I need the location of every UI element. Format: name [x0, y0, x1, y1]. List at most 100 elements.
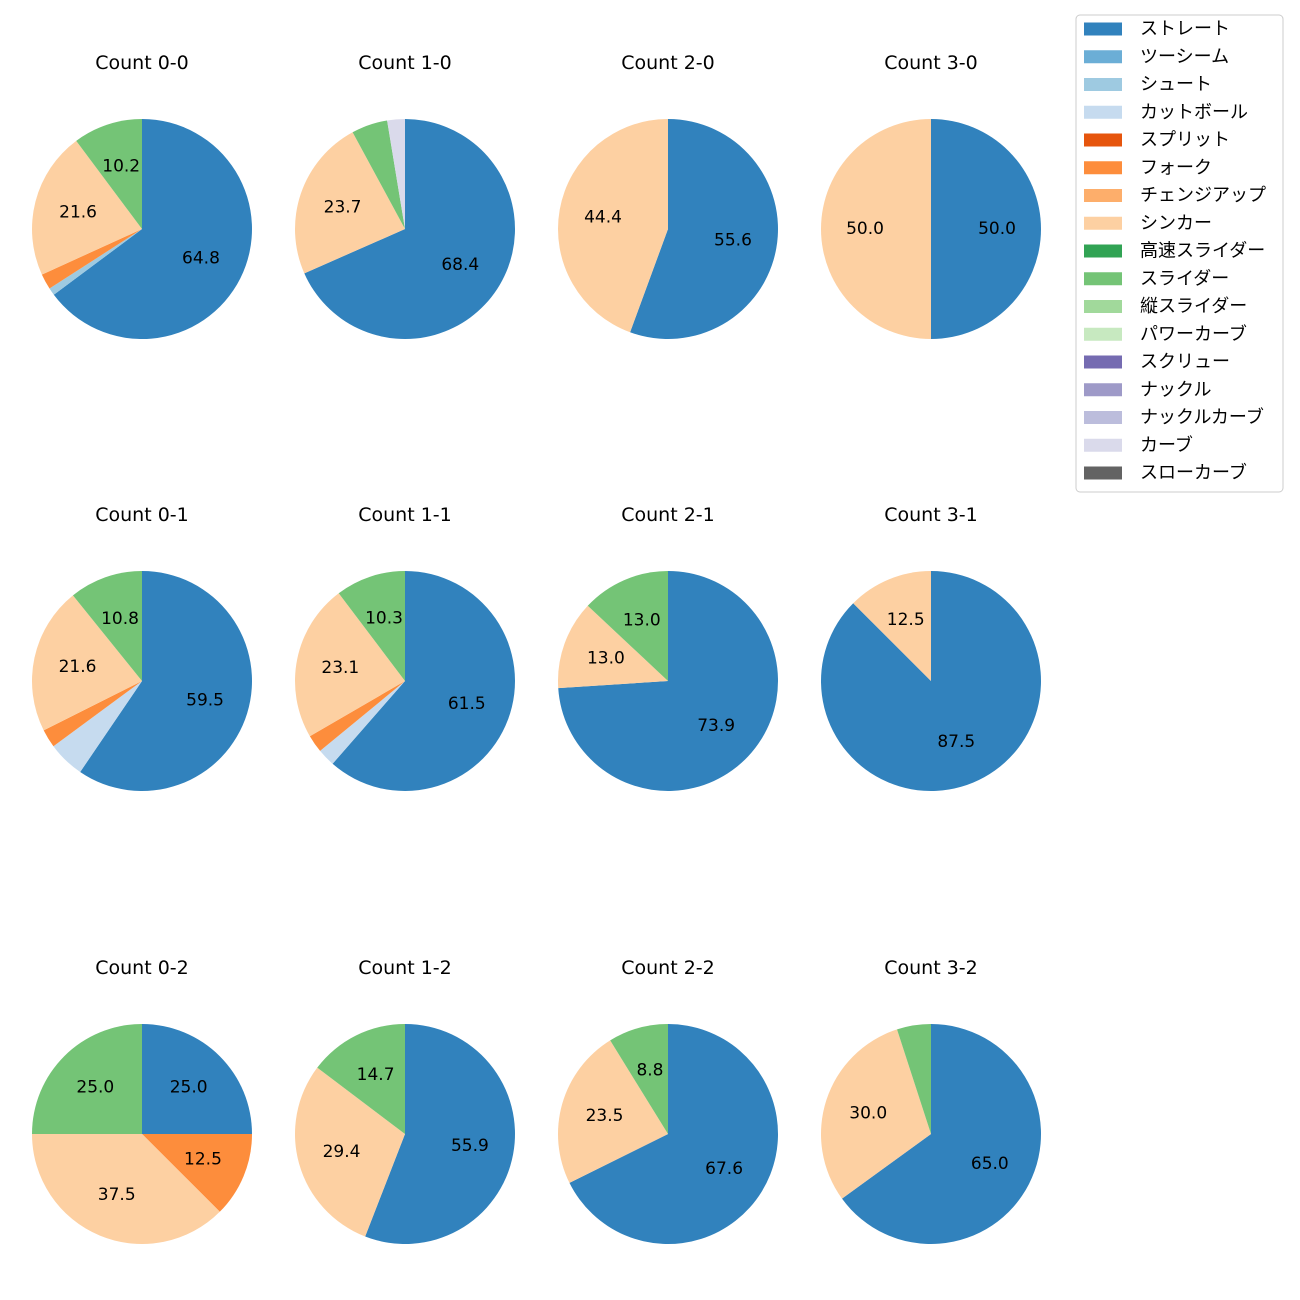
- legend-label: チェンジアップ: [1140, 185, 1266, 206]
- pie-11: Count 2-2 67.6 23.5 8.8: [558, 957, 779, 1244]
- pie-slice-label: 50.0: [846, 219, 884, 239]
- pie-slice: [32, 1024, 142, 1134]
- pie-title: Count 2-2: [621, 957, 715, 979]
- legend-label: 高速スライダー: [1140, 241, 1265, 262]
- pie-slice: [43, 681, 142, 747]
- legend-label: スライダー: [1140, 268, 1229, 289]
- pie-slice: [295, 1067, 405, 1237]
- pie-slice: [41, 229, 142, 289]
- pie-4: Count 3-0 50.0 50.0: [821, 52, 1041, 339]
- legend-swatch: [1084, 438, 1122, 452]
- legend-label: シュート: [1140, 74, 1212, 95]
- legend-item: カットボール: [1084, 102, 1248, 123]
- pie-slice-label: 10.8: [101, 609, 139, 629]
- legend-label: ツーシーム: [1140, 46, 1229, 67]
- legend-label: パワーカーブ: [1140, 323, 1247, 345]
- legend-item: スローカーブ: [1084, 462, 1247, 484]
- pie-slice-label: 13.0: [623, 610, 661, 630]
- pie-3: Count 2-0 55.6 44.4: [557, 52, 778, 339]
- pie-slice-label: 13.0: [587, 649, 625, 669]
- pie-slice-label: 50.0: [978, 219, 1016, 239]
- legend-item: フォーク: [1084, 157, 1212, 178]
- pie-slice-label: 73.9: [697, 716, 735, 736]
- pie-title: Count 0-0: [95, 52, 189, 74]
- pie-slice: [365, 1024, 515, 1245]
- pie-slice: [304, 119, 515, 339]
- pie-slice-label: 10.3: [365, 608, 403, 628]
- pie-10: Count 1-2 55.9 29.4 14.7: [295, 957, 515, 1245]
- pie-slice: [931, 119, 1041, 339]
- legend-swatch: [1084, 355, 1122, 369]
- pie-slice: [76, 118, 142, 229]
- pie-slice: [142, 1134, 253, 1212]
- pie-slice: [294, 132, 405, 274]
- pie-slice: [72, 571, 142, 681]
- legend-item: スプリット: [1084, 130, 1230, 151]
- pie-7: Count 2-1 73.9 13.0 13.0: [558, 504, 779, 791]
- pie-2: Count 1-0 68.4 23.7: [294, 52, 515, 339]
- pie-slice: [853, 571, 931, 681]
- legend-swatch: [1084, 244, 1122, 258]
- pie-1: Count 0-0 64.8 21.6 10.2: [31, 52, 253, 339]
- legend-item: シンカー: [1084, 213, 1212, 234]
- pie-title: Count 0-2: [95, 957, 189, 979]
- legend-swatch: [1084, 216, 1122, 230]
- pie-slice-label: 21.6: [59, 657, 97, 677]
- legend-label: ナックル: [1140, 379, 1211, 400]
- pie-slice-label: 55.6: [714, 231, 752, 251]
- pie-slice-label: 10.2: [102, 156, 140, 176]
- legend: ストレートツーシームシュートカットボールスプリットフォークチェンジアップシンカー…: [1075, 14, 1284, 493]
- legend-item: ツーシーム: [1084, 46, 1229, 67]
- legend-swatch: [1084, 383, 1122, 397]
- legend-label: スプリット: [1140, 130, 1230, 151]
- pie-slice: [557, 119, 668, 333]
- pie-slice-label: 67.6: [705, 1159, 743, 1179]
- pie-slice: [821, 119, 931, 339]
- pie-slice: [897, 1024, 931, 1134]
- pie-slice: [587, 571, 668, 681]
- pie-slice: [32, 1134, 220, 1245]
- legend-item: ナックルカーブ: [1084, 406, 1264, 428]
- legend-swatch: [1084, 50, 1122, 64]
- pie-12: Count 3-2 65.0 30.0: [821, 957, 1042, 1245]
- pie-slice: [317, 1024, 405, 1134]
- pie-slice-label: 37.5: [98, 1185, 136, 1205]
- pie-slice: [352, 120, 405, 229]
- legend-swatch: [1084, 272, 1122, 286]
- legend-swatch: [1084, 133, 1122, 147]
- pie-slice-label: 12.5: [887, 610, 925, 630]
- pie-slice: [820, 571, 1041, 791]
- legend-swatch: [1084, 105, 1122, 119]
- pie-slice: [31, 595, 142, 731]
- legend-swatch: [1084, 189, 1122, 202]
- pie-5: Count 0-1 59.5 21.6 10.8: [31, 504, 253, 791]
- pie-slice-label: 23.5: [586, 1106, 624, 1126]
- pie-8: Count 3-1 87.5 12.5: [820, 504, 1041, 791]
- pie-slice-label: 21.6: [59, 203, 97, 223]
- legend-item: カーブ: [1084, 434, 1193, 456]
- pie-slice: [387, 119, 405, 229]
- pie-slice: [558, 605, 668, 689]
- pie-title: Count 1-0: [358, 52, 452, 74]
- pie-slice: [569, 1024, 779, 1244]
- legend-item: シュート: [1084, 74, 1212, 95]
- pie-slice-label: 61.5: [448, 694, 486, 714]
- pie-slice-label: 30.0: [849, 1104, 887, 1124]
- legend-item: スライダー: [1084, 268, 1229, 289]
- legend-swatch: [1084, 161, 1122, 175]
- pie-title: Count 2-1: [621, 504, 715, 526]
- legend-label: ストレート: [1140, 19, 1230, 40]
- pie-slice-label: 23.1: [321, 658, 359, 678]
- legend-label: カットボール: [1140, 102, 1248, 123]
- pie-slice-label: 12.5: [184, 1149, 222, 1169]
- pie-slice: [558, 571, 779, 791]
- pie-slice: [338, 571, 405, 681]
- legend-item: パワーカーブ: [1084, 323, 1247, 345]
- legend-swatch: [1084, 78, 1122, 91]
- pie-slice: [630, 119, 778, 339]
- pie-title: Count 2-0: [621, 52, 715, 74]
- pie-slice: [610, 1024, 668, 1134]
- pie-slice-label: 55.9: [451, 1136, 489, 1156]
- pie-slice: [31, 140, 143, 275]
